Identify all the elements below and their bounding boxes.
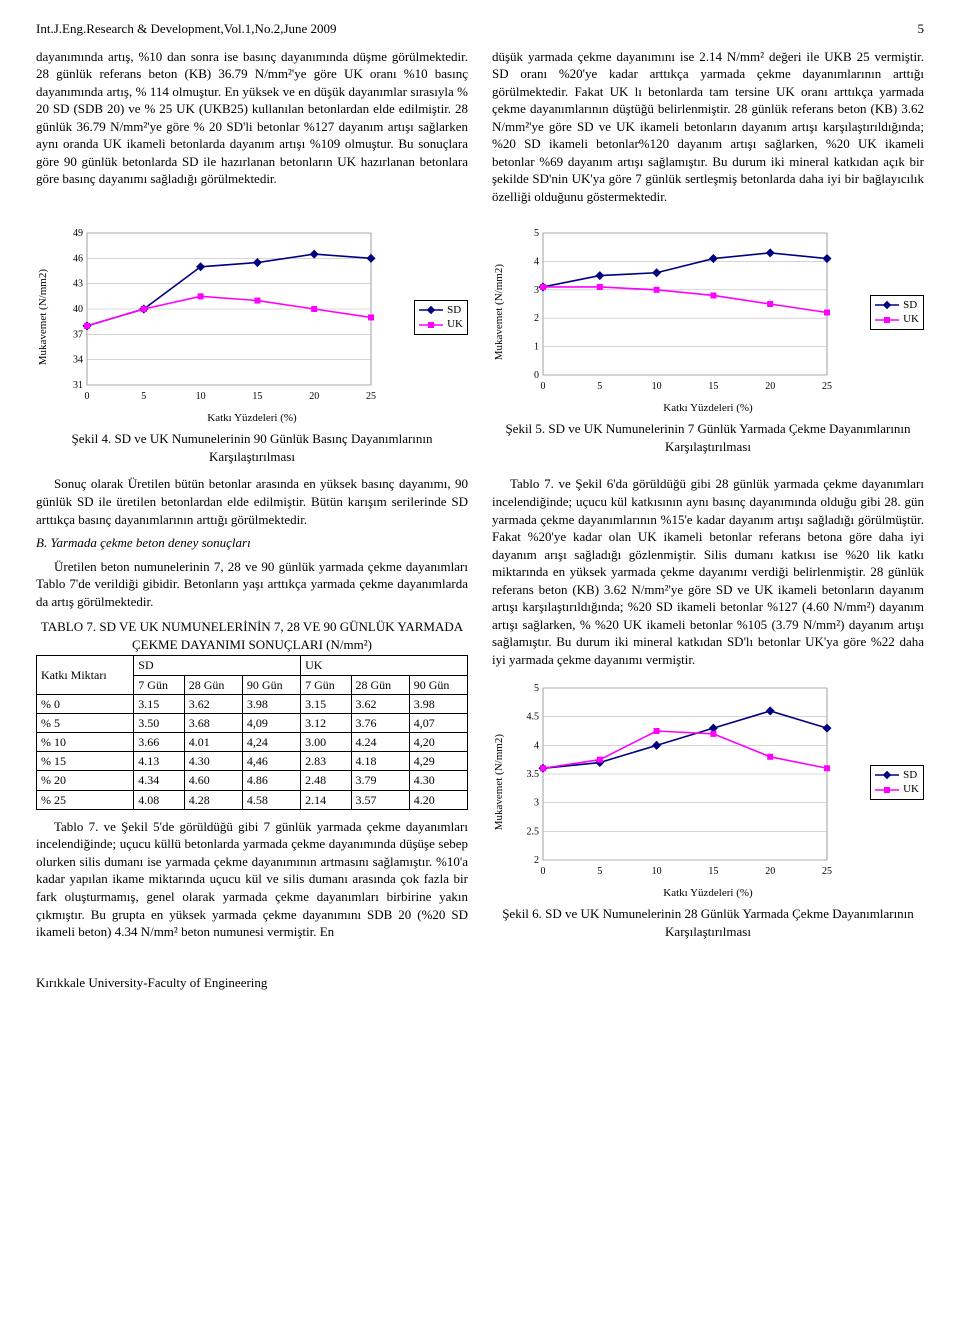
svg-text:25: 25 (822, 381, 832, 392)
lower-text-columns: Sonuç olarak Üretilen bütün betonlar ara… (36, 475, 924, 950)
svg-text:0: 0 (534, 370, 539, 381)
table-subhead: 28 Gün (351, 675, 409, 694)
left-para-1: dayanımında artış, %10 dan sonra ise bas… (36, 48, 468, 188)
table-row: % 53.503.684,093.123.764,07 (37, 713, 468, 732)
caption-3: Şekil 6. SD ve UK Numunelerinin 28 Günlü… (492, 905, 924, 940)
table-row: Katkı Miktarı SD UK (37, 656, 468, 675)
table7-title: TABLO 7. SD VE UK NUMUNELERİNİN 7, 28 VE… (36, 618, 468, 653)
legend-sd: SD (903, 768, 917, 783)
chart1-container: Mukavemet (N/mm2) 31 34 37 40 43 46 49 0 5 10 15 20… (36, 217, 468, 475)
svg-text:46: 46 (73, 254, 83, 265)
caption-1: Şekil 4. SD ve UK Numunelerinin 90 Günlü… (36, 430, 468, 465)
table7: Katkı Miktarı SD UK 7 Gün28 Gün90 Gün7 G… (36, 655, 468, 810)
page-number: 5 (918, 20, 925, 38)
chart1-svg: 31 34 37 40 43 46 49 0 5 10 15 20 25 (57, 227, 408, 407)
right-column-top: düşük yarmada çekme dayanımını ise 2.14 … (492, 48, 924, 212)
chart1-ylabel: Mukavemet (N/mm2) (36, 269, 51, 365)
chart3-legend: SD UK (870, 765, 924, 801)
legend-uk: UK (447, 317, 463, 332)
chart2-xlabel: Katkı Yüzdeleri (%) (492, 401, 924, 416)
page-footer: Kırıkkale University-Faculty of Engineer… (36, 974, 924, 992)
table-row: % 154.134.304,462.834.184,29 (37, 752, 468, 771)
svg-text:0: 0 (540, 381, 545, 392)
table-head-uk: UK (301, 656, 468, 675)
svg-text:4: 4 (534, 741, 539, 752)
svg-text:2: 2 (534, 314, 539, 325)
chart2-ylabel: Mukavemet (N/mm2) (492, 264, 507, 360)
table-row: % 03.153.623.983.153.623.98 (37, 694, 468, 713)
svg-text:2.5: 2.5 (526, 827, 539, 838)
svg-text:10: 10 (651, 381, 661, 392)
chart1-legend: SD UK (414, 300, 468, 336)
table-head-sd: SD (134, 656, 301, 675)
right-para-2: Tablo 7. ve Şekil 6'da görüldüğü gibi 28… (492, 475, 924, 668)
table-subhead: 90 Gün (242, 675, 300, 694)
left-column-top: dayanımında artış, %10 dan sonra ise bas… (36, 48, 468, 212)
svg-text:49: 49 (73, 228, 83, 239)
svg-text:4.5: 4.5 (526, 712, 539, 723)
legend-uk: UK (903, 312, 919, 327)
svg-text:15: 15 (708, 381, 718, 392)
upper-text-columns: dayanımında artış, %10 dan sonra ise bas… (36, 48, 924, 212)
table-subhead: 90 Gün (409, 675, 467, 694)
chart1-xlabel: Katkı Yüzdeleri (%) (36, 411, 468, 426)
svg-text:37: 37 (73, 330, 83, 341)
left-para-4: Tablo 7. ve Şekil 5'de görüldüğü gibi 7 … (36, 818, 468, 941)
svg-text:5: 5 (534, 228, 539, 239)
svg-text:15: 15 (708, 866, 718, 877)
svg-text:2: 2 (534, 855, 539, 866)
table-subhead: 28 Gün (184, 675, 242, 694)
svg-text:20: 20 (765, 381, 775, 392)
chart3-xlabel: Katkı Yüzdeleri (%) (492, 886, 924, 901)
left-subheading: B. Yarmada çekme beton deney sonuçları (36, 534, 468, 552)
svg-text:25: 25 (822, 866, 832, 877)
svg-text:5: 5 (534, 683, 539, 694)
table-subhead: 7 Gün (134, 675, 184, 694)
page-header: Int.J.Eng.Research & Development,Vol.1,N… (36, 20, 924, 38)
legend-sd: SD (447, 303, 461, 318)
left-column-bottom: Sonuç olarak Üretilen bütün betonlar ara… (36, 475, 468, 950)
svg-text:15: 15 (252, 391, 262, 402)
svg-text:5: 5 (597, 866, 602, 877)
chart3-ylabel: Mukavemet (N/mm2) (492, 734, 507, 830)
chart2-container: Mukavemet (N/mm2) 0 1 2 3 4 5 0 5 10 15 20 25 SD UK… (492, 217, 924, 475)
chart2-svg: 0 1 2 3 4 5 0 5 10 15 20 25 (513, 227, 864, 397)
svg-text:10: 10 (651, 866, 661, 877)
table-row: % 254.084.284.582.143.574.20 (37, 790, 468, 809)
svg-text:20: 20 (765, 866, 775, 877)
svg-text:0: 0 (540, 866, 545, 877)
right-para-1: düşük yarmada çekme dayanımını ise 2.14 … (492, 48, 924, 206)
caption-2: Şekil 5. SD ve UK Numunelerinin 7 Günlük… (492, 420, 924, 455)
svg-text:34: 34 (73, 355, 83, 366)
svg-text:3: 3 (534, 285, 539, 296)
legend-sd: SD (903, 298, 917, 313)
svg-text:5: 5 (597, 381, 602, 392)
chart2-legend: SD UK (870, 295, 924, 331)
legend-uk: UK (903, 782, 919, 797)
table-subhead: 7 Gün (301, 675, 351, 694)
left-para-2: Sonuç olarak Üretilen bütün betonlar ara… (36, 475, 468, 528)
svg-text:31: 31 (73, 380, 83, 391)
table-row: % 103.664.014,243.004.244,20 (37, 733, 468, 752)
svg-text:4: 4 (534, 257, 539, 268)
svg-text:1: 1 (534, 342, 539, 353)
svg-text:0: 0 (84, 391, 89, 402)
right-column-bottom: Tablo 7. ve Şekil 6'da görüldüğü gibi 28… (492, 475, 924, 950)
svg-text:3.5: 3.5 (526, 769, 539, 780)
left-para-3: Üretilen beton numunelerinin 7, 28 ve 90… (36, 558, 468, 611)
charts-row-1: Mukavemet (N/mm2) 3134374043464905101520… (36, 217, 924, 475)
chart3-svg: 2 2.5 3 3.5 4 4.5 5 0 5 10 15 20 25 (513, 682, 864, 882)
svg-text:43: 43 (73, 279, 83, 290)
svg-text:20: 20 (309, 391, 319, 402)
svg-text:10: 10 (195, 391, 205, 402)
table-head-col1: Katkı Miktarı (37, 656, 134, 694)
svg-text:3: 3 (534, 798, 539, 809)
svg-text:5: 5 (141, 391, 146, 402)
journal-title: Int.J.Eng.Research & Development,Vol.1,N… (36, 21, 337, 36)
svg-text:40: 40 (73, 304, 83, 315)
table-row: % 204.344.604.862.483.794.30 (37, 771, 468, 790)
svg-text:25: 25 (366, 391, 376, 402)
